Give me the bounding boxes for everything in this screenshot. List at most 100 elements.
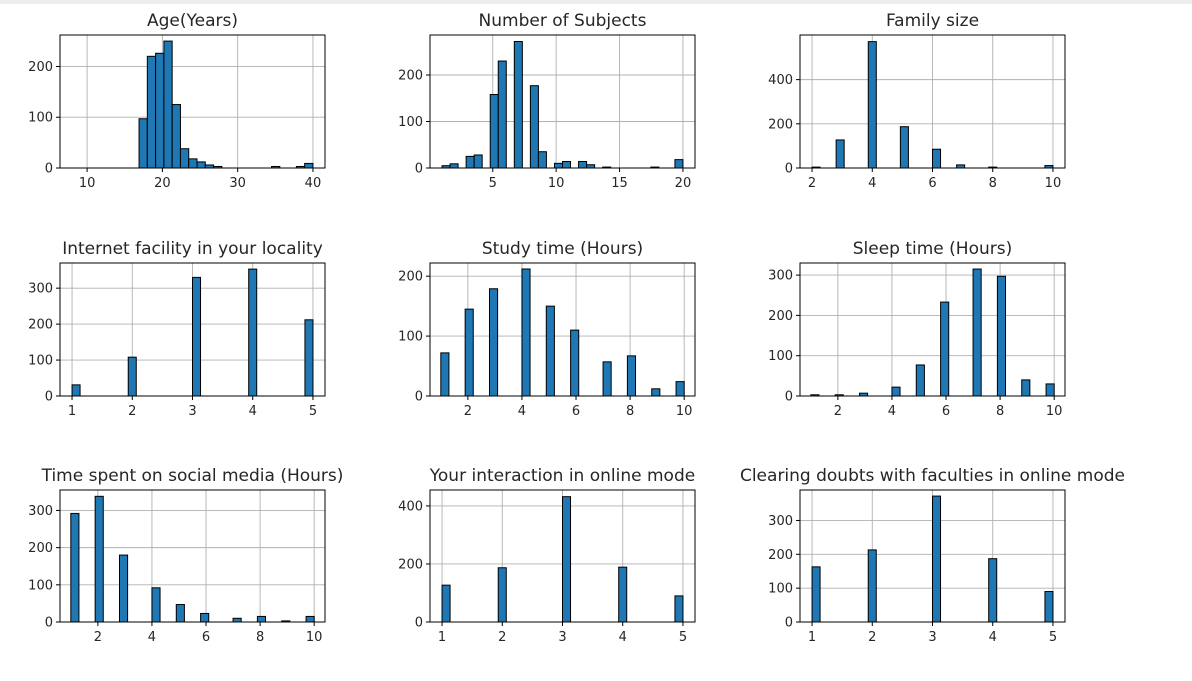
y-tick-label: 200 bbox=[28, 318, 53, 333]
x-tick-label: 4 bbox=[518, 404, 526, 419]
axes-frame bbox=[799, 262, 1066, 397]
y-tick-label: 200 bbox=[768, 117, 793, 132]
y-tick-label: 200 bbox=[398, 68, 423, 83]
histogram-bar bbox=[196, 161, 206, 169]
histogram-bar bbox=[488, 288, 499, 397]
plot-area bbox=[800, 263, 1065, 396]
histogram-bar bbox=[151, 587, 161, 623]
y-tick-label: 0 bbox=[785, 162, 793, 177]
y-tick-label: 400 bbox=[768, 73, 793, 88]
y-tick-label: 100 bbox=[28, 578, 53, 593]
x-tick-label: 4 bbox=[868, 176, 876, 191]
histogram-bar bbox=[188, 158, 198, 169]
x-tick-label: 30 bbox=[229, 176, 246, 191]
subplot-title: Age(Years) bbox=[147, 11, 238, 31]
x-tick-label: 6 bbox=[928, 176, 936, 191]
x-tick-label: 4 bbox=[249, 404, 257, 419]
histogram-bar bbox=[441, 584, 451, 623]
x-tick-label: 5 bbox=[679, 630, 687, 645]
y-tick-label: 300 bbox=[28, 504, 53, 519]
axes-frame bbox=[429, 262, 696, 397]
histogram-bar bbox=[618, 566, 628, 623]
histogram-bar bbox=[232, 617, 242, 623]
histogram-bar bbox=[1021, 379, 1031, 397]
y-tick-label: 100 bbox=[398, 330, 423, 345]
x-tick-label: 3 bbox=[928, 630, 936, 645]
x-tick-label: 8 bbox=[989, 176, 997, 191]
x-tick-label: 10 bbox=[79, 176, 96, 191]
y-tick-label: 200 bbox=[398, 270, 423, 285]
x-tick-label: 8 bbox=[996, 404, 1004, 419]
histogram-bar bbox=[996, 275, 1007, 397]
histogram-bar bbox=[305, 615, 315, 623]
axes-frame bbox=[59, 34, 326, 169]
x-tick-label: 4 bbox=[619, 630, 627, 645]
histogram-bar bbox=[473, 154, 483, 169]
x-tick-label: 10 bbox=[1046, 404, 1063, 419]
plot-area bbox=[60, 35, 325, 168]
x-tick-label: 2 bbox=[808, 176, 816, 191]
histogram-bar bbox=[570, 329, 580, 397]
histogram-bar bbox=[248, 268, 258, 397]
histogram-bar bbox=[578, 160, 588, 169]
histogram-bar bbox=[497, 60, 507, 169]
subplot-title: Internet facility in your locality bbox=[62, 239, 323, 259]
x-tick-label: 2 bbox=[128, 404, 136, 419]
x-tick-label: 5 bbox=[1049, 630, 1057, 645]
axes-frame bbox=[429, 34, 696, 169]
y-tick-label: 0 bbox=[785, 616, 793, 631]
histogram-bar bbox=[155, 52, 165, 169]
histogram-bar bbox=[529, 85, 539, 169]
x-tick-label: 4 bbox=[989, 630, 997, 645]
histogram-bar bbox=[899, 126, 909, 169]
x-tick-label: 3 bbox=[188, 404, 196, 419]
histogram-bar bbox=[200, 612, 210, 623]
histogram-bar bbox=[521, 268, 531, 397]
histogram-bar bbox=[171, 104, 181, 169]
x-tick-label: 10 bbox=[676, 404, 693, 419]
y-tick-label: 0 bbox=[415, 616, 423, 631]
histogram-bar bbox=[304, 319, 314, 397]
x-tick-label: 6 bbox=[572, 404, 580, 419]
x-tick-label: 2 bbox=[834, 404, 842, 419]
y-tick-label: 200 bbox=[398, 557, 423, 572]
y-tick-label: 100 bbox=[768, 349, 793, 364]
x-tick-label: 1 bbox=[68, 404, 76, 419]
histogram-bar bbox=[811, 566, 821, 623]
x-tick-label: 1 bbox=[808, 630, 816, 645]
histogram-bar bbox=[867, 41, 877, 169]
histogram-bar bbox=[674, 159, 684, 169]
subplot-4: 1 2 3 4 5 0 100 200 300 Internet facility in your… bbox=[28, 239, 326, 419]
top-border bbox=[0, 0, 1192, 4]
subplot-title: Time spent on social media (Hours) bbox=[41, 466, 344, 486]
x-tick-label: 15 bbox=[611, 176, 628, 191]
x-tick-label: 2 bbox=[498, 630, 506, 645]
y-tick-label: 100 bbox=[28, 111, 53, 126]
histogram-bar bbox=[256, 615, 267, 623]
histogram-bar bbox=[1045, 383, 1055, 397]
histogram-bar bbox=[127, 356, 137, 397]
x-tick-label: 2 bbox=[94, 630, 102, 645]
histogram-bar bbox=[304, 162, 314, 169]
histogram-bar bbox=[464, 308, 474, 397]
subplot-title: Your interaction in online mode bbox=[429, 466, 695, 486]
subplot-8: 1 2 3 4 5 0 200 400 Your interaction in online m… bbox=[398, 466, 696, 645]
histogram-bar bbox=[602, 361, 612, 397]
y-tick-label: 300 bbox=[768, 269, 793, 284]
y-tick-label: 0 bbox=[415, 162, 423, 177]
x-tick-label: 10 bbox=[548, 176, 565, 191]
y-tick-label: 200 bbox=[768, 548, 793, 563]
histogram-bar bbox=[118, 554, 129, 623]
histogram-bar bbox=[674, 595, 684, 623]
y-tick-label: 100 bbox=[398, 115, 423, 130]
histogram-bar bbox=[940, 301, 950, 397]
y-tick-label: 0 bbox=[45, 162, 53, 177]
subplot-title: Clearing doubts with faculties in online… bbox=[740, 466, 1125, 486]
x-tick-label: 4 bbox=[888, 404, 896, 419]
y-tick-label: 0 bbox=[415, 390, 423, 405]
histogram-bar bbox=[651, 388, 661, 397]
